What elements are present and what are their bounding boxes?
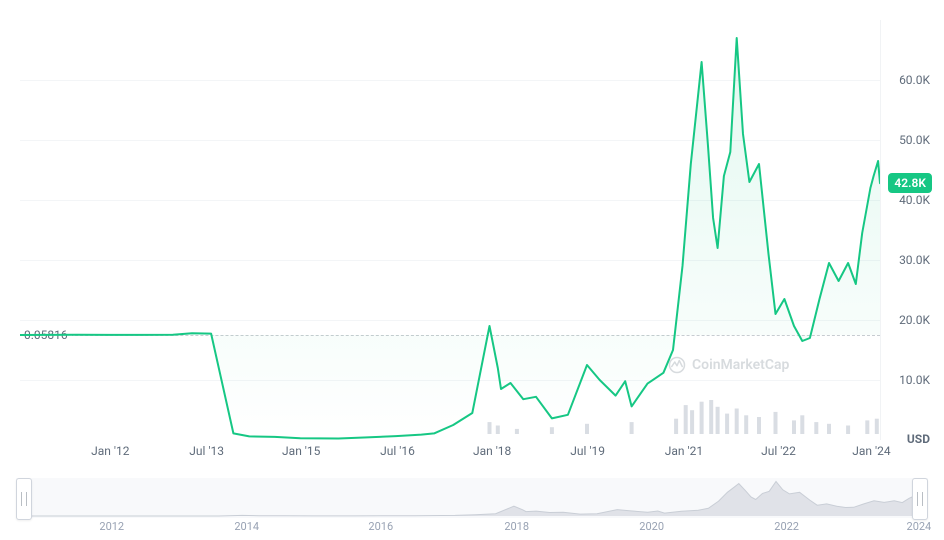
price-line-svg <box>20 20 880 440</box>
x-axis: Jan '12 Jul '13 Jan '15 Jul '16 Jan '18 Jul '… <box>20 440 880 460</box>
price-chart[interactable]: USD CoinMarketCap 10.0K20.0K30.0K40.0K50… <box>20 20 881 440</box>
y-tick-label: 20.0K <box>899 313 930 327</box>
y-tick-label: 40.0K <box>899 193 930 207</box>
y-tick-label: 10.0K <box>899 373 930 387</box>
x-tick-label: Jan '24 <box>852 444 890 458</box>
range-tick-label: 2012 <box>99 520 124 533</box>
range-tick-label: 2018 <box>504 520 529 533</box>
currency-label: USD <box>907 432 930 446</box>
y-tick-label: 30.0K <box>899 253 930 267</box>
x-tick-label: Jul '13 <box>189 444 224 458</box>
range-selector[interactable]: 2012201420162018202020222024 <box>16 478 928 528</box>
y-tick-label: 60.0K <box>899 73 930 87</box>
x-tick-label: Jul '22 <box>761 444 796 458</box>
x-tick-label: Jul '16 <box>380 444 415 458</box>
x-tick-label: Jan '12 <box>91 444 129 458</box>
range-tick-label: 2014 <box>234 520 259 533</box>
range-tick-label: 2020 <box>639 520 664 533</box>
chart-container: USD CoinMarketCap 10.0K20.0K30.0K40.0K50… <box>0 0 944 540</box>
current-price-badge: 42.8K <box>888 173 932 193</box>
x-tick-label: Jan '21 <box>665 444 703 458</box>
range-tick-label: 2016 <box>368 520 393 533</box>
range-handle-left[interactable] <box>16 478 32 520</box>
range-handle-right[interactable] <box>912 478 928 520</box>
x-tick-label: Jan '15 <box>282 444 320 458</box>
range-tick-label: 2022 <box>774 520 799 533</box>
x-tick-label: Jan '18 <box>473 444 511 458</box>
range-tick-label: 2024 <box>907 520 932 533</box>
y-tick-label: 50.0K <box>899 133 930 147</box>
x-tick-label: Jul '19 <box>570 444 605 458</box>
range-axis: 2012201420162018202020222024 <box>16 520 928 536</box>
